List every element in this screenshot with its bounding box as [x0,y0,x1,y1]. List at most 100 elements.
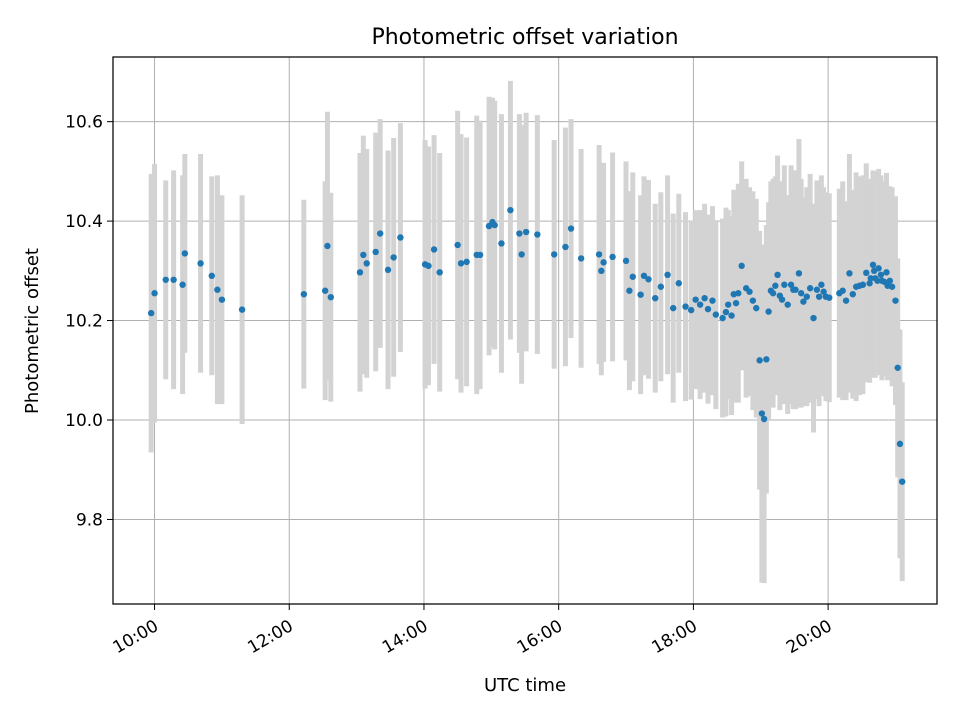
data-point [722,308,730,316]
data-point [682,303,689,310]
data-point [567,225,575,232]
data-point [769,290,777,297]
data-point [818,281,825,288]
data-point [826,294,833,301]
data-point [842,297,850,304]
data-point [390,254,397,261]
data-point [883,269,890,276]
y-tick-label: 10.6 [65,113,103,133]
data-point [712,311,720,318]
data-point [516,230,523,237]
data-point [696,301,704,308]
data-point [457,260,465,267]
data-point [846,270,853,277]
data-point [372,248,379,256]
data-points [147,206,906,485]
data-point [300,290,308,298]
data-point [669,304,677,312]
data-point [813,286,821,293]
data-point [327,293,334,301]
data-point [640,272,648,279]
data-point [147,309,155,317]
data-point [562,243,569,251]
data-point [738,262,745,270]
data-point [760,415,768,423]
data-point [709,297,716,304]
data-point [600,259,607,266]
data-point [626,287,633,294]
data-point [518,251,525,258]
data-point [803,293,810,300]
data-point [815,293,823,300]
y-axis-label: Photometric offset [22,248,43,414]
data-point [888,283,896,290]
data-point [360,251,367,259]
data-point [637,291,644,298]
data-point [436,269,443,276]
data-point [867,275,874,282]
data-point [356,269,364,276]
data-point [363,260,370,267]
data-point [598,267,605,275]
data-point [749,297,757,304]
x-tick-label: 12:00 [244,616,296,658]
data-point [792,286,799,293]
data-point [376,230,384,237]
data-point [797,290,805,297]
data-point [849,290,857,298]
data-point [550,251,558,258]
data-point [522,228,530,236]
data-point [774,271,781,279]
data-point [657,283,665,290]
data-point [746,288,753,295]
data-point [732,299,740,307]
data-point [719,314,726,322]
data-point [397,234,404,241]
data-point [866,280,873,287]
x-axis-label: UTC time [484,675,566,696]
data-point [498,240,505,247]
x-tick-label: 16:00 [514,616,566,658]
data-point [724,301,732,308]
data-point [197,260,204,267]
plot-frame [112,56,938,605]
data-point [629,273,636,280]
data-point [463,258,470,266]
data-point [577,255,585,262]
data-point [874,277,881,284]
x-tick-label: 20:00 [783,616,835,658]
data-point [491,221,498,229]
y-tick-label: 10.0 [65,411,103,431]
data-point [701,294,708,302]
data-point [758,410,766,417]
data-point [898,478,906,485]
data-point [704,305,712,313]
data-point [181,250,189,257]
data-point [664,271,671,279]
data-point [765,308,772,315]
error-bars [148,80,905,584]
data-point [772,282,779,289]
x-tick-label: 18:00 [648,616,700,658]
data-point [170,276,177,283]
data-point [595,251,603,258]
data-point [238,306,246,313]
data-point [820,288,827,295]
data-point [609,253,616,261]
data-point [886,277,894,284]
data-point [652,294,659,302]
data-point [321,287,329,294]
data-point [877,271,885,279]
data-point [781,281,788,288]
data-point [214,286,221,293]
x-tick-label: 14:00 [379,616,431,658]
data-point [778,296,786,303]
data-point [728,312,735,319]
data-point [476,251,484,259]
data-point [875,265,882,272]
y-tick-label: 10.2 [65,312,103,332]
data-point [534,231,541,238]
data-point [869,261,877,269]
y-tick-label: 9.8 [76,510,103,530]
